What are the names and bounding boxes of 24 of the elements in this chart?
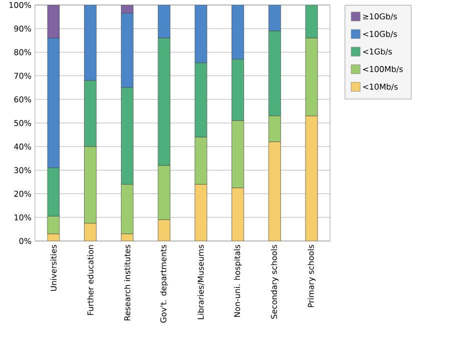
y-tick-label: 30% bbox=[14, 167, 32, 174]
y-tick-label: 70% bbox=[14, 72, 32, 79]
y-tick-label: 20% bbox=[14, 190, 32, 197]
legend-label: <1Gb/s bbox=[363, 48, 392, 56]
y-tick-label: 100% bbox=[9, 2, 32, 8]
x-tick-label: Universities bbox=[50, 244, 57, 291]
y-tick-label: 50% bbox=[14, 120, 32, 126]
legend-label: <10Gb/s bbox=[363, 30, 397, 38]
x-tick-label: Libraries/Museums bbox=[198, 244, 204, 320]
y-tick-label: 80% bbox=[14, 49, 32, 56]
legend-label: <10Mb/s bbox=[363, 84, 398, 90]
y-tick-label: 90% bbox=[14, 26, 32, 32]
y-tick-label: 40% bbox=[14, 144, 32, 150]
y-tick-label: 60% bbox=[14, 96, 32, 102]
x-tick-label: Primary schools bbox=[308, 244, 316, 308]
legend-label: ≥10Gb/s bbox=[363, 13, 397, 20]
x-tick-label: Further education bbox=[87, 245, 94, 315]
x-tick-label: Non-uni. hospitals bbox=[234, 244, 242, 317]
x-tick-label: Research institutes bbox=[124, 244, 130, 320]
legend-label: <100Mb/s bbox=[363, 66, 403, 73]
y-tick-label: 10% bbox=[14, 214, 32, 220]
x-tick-label: Gov't. departments bbox=[160, 244, 168, 323]
x-tick-label: Secondary schools bbox=[270, 244, 279, 319]
y-tick-label: 0% bbox=[19, 238, 32, 244]
